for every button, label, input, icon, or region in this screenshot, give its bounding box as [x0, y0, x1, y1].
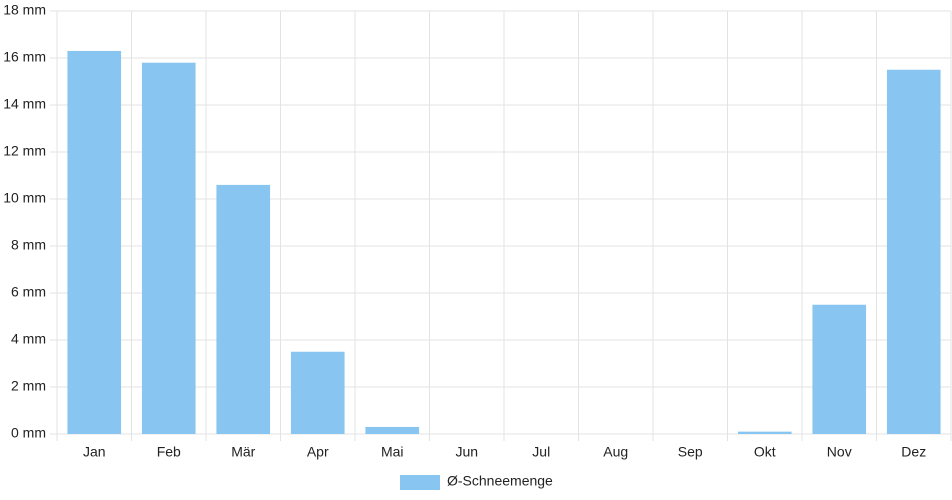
- y-tick-label: 4 mm: [11, 331, 46, 347]
- bar: [886, 69, 941, 434]
- bar: [737, 431, 792, 434]
- legend-label: Ø-Schneemenge: [447, 473, 553, 489]
- y-tick-label: 6 mm: [11, 284, 46, 300]
- x-tick-label: Sep: [678, 444, 703, 460]
- bar: [290, 351, 345, 434]
- x-tick-label: Jun: [455, 444, 478, 460]
- x-tick-label: Feb: [157, 444, 181, 460]
- legend-swatch: [400, 475, 440, 490]
- x-tick-label: Aug: [603, 444, 628, 460]
- y-tick-label: 0 mm: [11, 425, 46, 441]
- x-tick-label: Jan: [83, 444, 106, 460]
- bar: [216, 184, 271, 434]
- bar: [812, 304, 867, 434]
- y-tick-label: 8 mm: [11, 237, 46, 253]
- bar: [67, 50, 122, 434]
- x-tick-label: Nov: [827, 444, 852, 460]
- x-tick-label: Apr: [307, 444, 329, 460]
- y-tick-label: 10 mm: [3, 190, 46, 206]
- y-tick-label: 18 mm: [3, 2, 46, 18]
- x-tick-label: Mai: [381, 444, 404, 460]
- x-tick-label: Jul: [532, 444, 550, 460]
- y-tick-label: 16 mm: [3, 49, 46, 65]
- x-tick-label: Mär: [231, 444, 255, 460]
- x-tick-label: Dez: [901, 444, 926, 460]
- x-tick-label: Okt: [754, 444, 776, 460]
- bar: [365, 426, 420, 434]
- y-tick-label: 12 mm: [3, 143, 46, 159]
- y-tick-label: 2 mm: [11, 378, 46, 394]
- y-tick-label: 14 mm: [3, 96, 46, 112]
- bar: [141, 62, 196, 434]
